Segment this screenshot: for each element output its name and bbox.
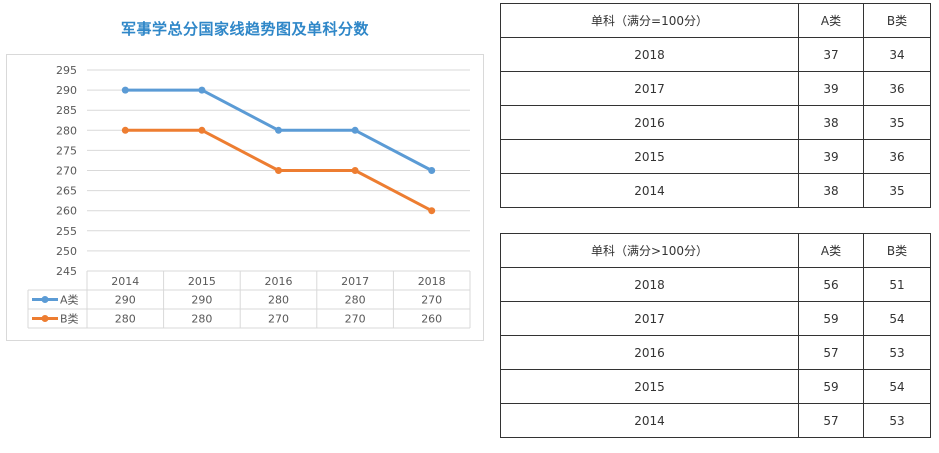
single-subject-table-100: 单科（满分=100分） A类 B类 2018 37 34 2017 39 36 …	[500, 3, 931, 208]
chart-title: 军事学总分国家线趋势图及单科分数	[120, 20, 369, 38]
data-table-value: 270	[345, 313, 366, 326]
data-point	[428, 167, 436, 174]
data-point	[121, 126, 129, 134]
data-table-value: 280	[115, 313, 136, 326]
header-cell: 单科（满分=100分）	[500, 3, 799, 38]
table-cell: 37	[798, 37, 864, 72]
table-cell: 34	[863, 37, 931, 72]
table-row: 2016 57 53	[500, 335, 931, 370]
data-table-value: 260	[421, 313, 442, 326]
y-tick-label: 285	[56, 104, 77, 117]
data-point	[275, 167, 282, 174]
data-point	[351, 167, 359, 174]
table-cell: 54	[863, 301, 931, 336]
x-tick-label: 2016	[265, 275, 293, 288]
data-table-value: 280	[268, 294, 289, 307]
y-tick-label: 260	[56, 205, 77, 218]
table-cell: 2016	[500, 105, 799, 140]
header-cell: B类	[863, 233, 931, 268]
table-cell: 2018	[500, 37, 799, 72]
data-point	[198, 126, 206, 134]
data-point	[351, 126, 359, 134]
table-cell: 57	[798, 403, 864, 438]
table-cell: 53	[863, 335, 931, 370]
y-tick-label: 275	[56, 144, 77, 157]
table-cell: 59	[798, 369, 864, 404]
x-tick-label: 2014	[111, 275, 139, 288]
header-cell: A类	[798, 233, 864, 268]
table-header-row: 单科（满分=100分） A类 B类	[500, 3, 931, 38]
y-tick-label: 270	[56, 165, 77, 178]
table-cell: 53	[863, 403, 931, 438]
table-row: 2018 37 34	[500, 37, 931, 72]
single-subject-table-over-100: 单科（满分>100分） A类 B类 2018 56 51 2017 59 54 …	[500, 233, 931, 438]
table-cell: 38	[798, 105, 864, 140]
table-row: 2016 38 35	[500, 105, 931, 140]
table-cell: 54	[863, 369, 931, 404]
table-row: 2018 56 51	[500, 267, 931, 302]
y-tick-label: 280	[56, 124, 77, 137]
table-row: 2014 38 35	[500, 173, 931, 208]
data-point	[198, 86, 206, 94]
x-tick-label: 2017	[341, 275, 369, 288]
data-point	[121, 86, 129, 94]
data-table-value: 290	[115, 294, 136, 307]
table-cell: 2017	[500, 71, 799, 106]
data-point	[275, 126, 282, 134]
chart-area: 245 250 255 260 265 270 275 280 285 290 295 2014 201…	[6, 54, 484, 341]
table-row: 2017 39 36	[500, 71, 931, 106]
legend-marker	[41, 296, 49, 303]
table-row: 2015 59 54	[500, 369, 931, 404]
legend-label: B类	[60, 312, 79, 326]
data-table-value: 280	[191, 313, 212, 326]
table-row: 2017 59 54	[500, 301, 931, 336]
header-cell: A类	[798, 3, 864, 38]
table-cell: 39	[798, 139, 864, 174]
table-cell: 51	[863, 267, 931, 302]
y-tick-label: 265	[56, 185, 77, 198]
legend-marker	[41, 315, 49, 322]
table-cell: 2014	[500, 403, 799, 438]
y-tick-label: 245	[56, 265, 77, 278]
y-tick-label: 295	[56, 64, 77, 77]
data-table-value: 280	[345, 294, 366, 307]
data-table-value: 270	[268, 313, 289, 326]
x-tick-label: 2018	[418, 275, 446, 288]
table-cell: 36	[863, 139, 931, 174]
table-cell: 2018	[500, 267, 799, 302]
y-tick-label: 255	[56, 225, 77, 238]
table-row: 2015 39 36	[500, 139, 931, 174]
table-cell: 2015	[500, 139, 799, 174]
x-tick-label: 2015	[188, 275, 216, 288]
table-cell: 35	[863, 105, 931, 140]
table-cell: 38	[798, 173, 864, 208]
legend-label: A类	[60, 293, 79, 307]
y-tick-label: 250	[56, 245, 77, 258]
line-chart: 245 250 255 260 265 270 275 280 285 290 295 2014 201…	[27, 64, 471, 329]
data-table-value: 270	[421, 294, 442, 307]
table-cell: 2015	[500, 369, 799, 404]
table-cell: 2014	[500, 173, 799, 208]
table-cell: 39	[798, 71, 864, 106]
table-cell: 35	[863, 173, 931, 208]
table-row: 2014 57 53	[500, 403, 931, 438]
header-cell: 单科（满分>100分）	[500, 233, 799, 268]
table-cell: 2017	[500, 301, 799, 336]
table-cell: 56	[798, 267, 864, 302]
table-cell: 2016	[500, 335, 799, 370]
table-cell: 57	[798, 335, 864, 370]
header-cell: B类	[863, 3, 931, 38]
data-point	[428, 207, 436, 215]
table-cell: 36	[863, 71, 931, 106]
y-tick-label: 290	[56, 84, 77, 97]
table-cell: 59	[798, 301, 864, 336]
data-table-value: 290	[191, 294, 212, 307]
table-header-row: 单科（满分>100分） A类 B类	[500, 233, 931, 268]
